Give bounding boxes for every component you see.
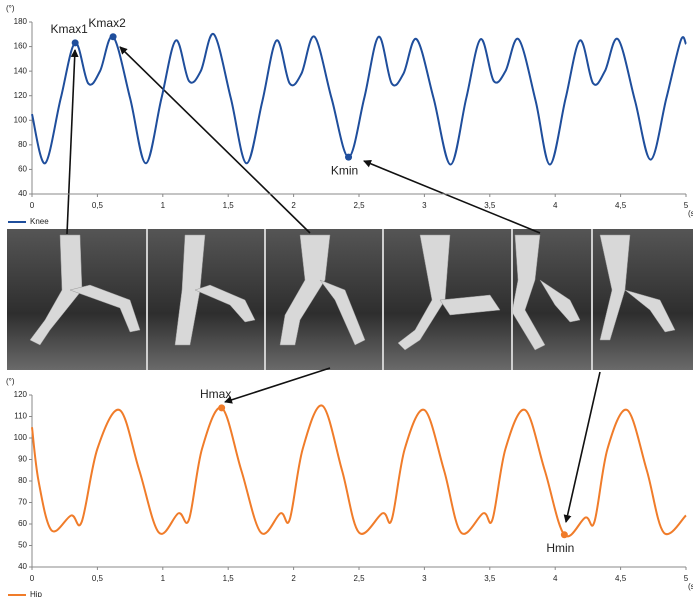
y-tick-label: 160 — [14, 42, 28, 51]
x-tick-label: 1,5 — [223, 574, 235, 583]
x-tick-label: 3,5 — [484, 201, 496, 210]
y-tick-label: 60 — [18, 519, 27, 528]
y-tick-label: 40 — [18, 562, 27, 571]
arrow — [224, 367, 331, 404]
annotation-label: Hmin — [546, 541, 574, 555]
x-tick-label: 1,5 — [223, 201, 235, 210]
x-tick-label: 0,5 — [92, 574, 104, 583]
annotation-label: Kmax1 — [50, 22, 88, 36]
x-tick-label: 4 — [553, 201, 558, 210]
legend-label: Hip — [30, 590, 43, 597]
arrow — [563, 371, 601, 523]
y-axis-label: (°) — [6, 4, 15, 13]
x-tick-label: 1 — [161, 574, 166, 583]
y-tick-label: 120 — [14, 390, 28, 399]
x-tick-label: 0 — [30, 201, 35, 210]
y-tick-label: 40 — [18, 189, 27, 198]
annotation-point — [71, 39, 79, 47]
x-tick-label: 4 — [553, 574, 558, 583]
x-tick-label: 5 — [684, 201, 689, 210]
annotation-point — [109, 33, 117, 41]
x-tick-label: 2 — [291, 201, 296, 210]
legend-label: Knee — [30, 217, 49, 226]
y-tick-label: 80 — [18, 476, 27, 485]
x-tick-label: 4,5 — [615, 574, 627, 583]
y-tick-label: 120 — [14, 91, 28, 100]
y-tick-label: 140 — [14, 66, 28, 75]
annotation-point — [560, 531, 568, 539]
y-tick-label: 110 — [14, 412, 27, 421]
photo-strip — [7, 229, 693, 370]
series-line — [31, 404, 687, 538]
y-tick-label: 90 — [18, 455, 27, 464]
x-tick-label: 0 — [30, 574, 35, 583]
arrows — [66, 46, 601, 523]
annotation-label: Hmax — [200, 387, 231, 401]
y-tick-label: 80 — [18, 140, 27, 149]
x-tick-label: 2 — [291, 574, 296, 583]
x-axis-label: (s) — [688, 209, 693, 218]
x-tick-label: 0,5 — [92, 201, 104, 210]
y-tick-label: 100 — [14, 433, 28, 442]
annotation-point — [218, 404, 226, 412]
series-line — [31, 33, 687, 166]
x-tick-label: 2,5 — [353, 574, 365, 583]
x-axis-label: (s) — [688, 582, 693, 591]
y-axis-label: (°) — [6, 377, 15, 386]
y-tick-label: 180 — [14, 17, 28, 26]
arrow — [119, 46, 311, 234]
arrow — [363, 159, 541, 234]
y-tick-label: 70 — [18, 498, 27, 507]
x-tick-label: 3 — [422, 201, 427, 210]
y-tick-label: 50 — [18, 541, 27, 550]
x-tick-label: 5 — [684, 574, 689, 583]
annotation-point — [345, 153, 353, 161]
x-tick-label: 4,5 — [615, 201, 627, 210]
x-tick-label: 3,5 — [484, 574, 496, 583]
x-tick-label: 3 — [422, 574, 427, 583]
y-tick-label: 60 — [18, 165, 27, 174]
y-tick-label: 100 — [14, 115, 28, 124]
annotation-label: Kmin — [331, 163, 358, 177]
x-tick-label: 2,5 — [353, 201, 365, 210]
x-tick-label: 1 — [161, 201, 166, 210]
annotation-label: Kmax2 — [88, 16, 126, 30]
arrow — [66, 49, 79, 235]
